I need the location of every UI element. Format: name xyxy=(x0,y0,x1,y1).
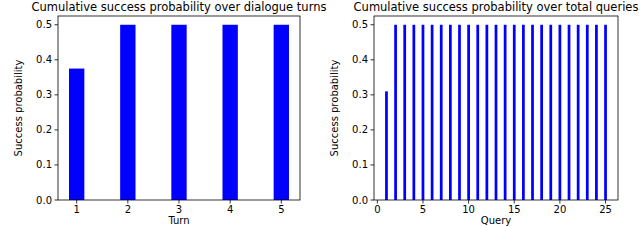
x-tick xyxy=(605,200,606,204)
bar xyxy=(568,25,571,200)
x-tick xyxy=(514,200,515,204)
bar xyxy=(412,25,415,200)
y-tick xyxy=(55,200,59,201)
y-tick-label: 0.2 xyxy=(352,124,368,135)
x-tick xyxy=(230,200,231,204)
x-tick-label: 3 xyxy=(176,204,182,215)
x-tick xyxy=(468,200,469,204)
bar xyxy=(385,91,388,200)
bar xyxy=(595,25,598,200)
x-axis-label: Query xyxy=(481,215,511,226)
frame xyxy=(374,16,618,200)
x-tick xyxy=(127,200,128,204)
bar xyxy=(540,25,543,200)
y-tick-label: 0.4 xyxy=(36,54,52,65)
chart: 0.0 0.1 0.2 0.3 0.4 0.5 0 5 10 15 20 25 Cumulative s… xyxy=(329,0,638,226)
x-tick xyxy=(76,200,77,204)
y-tick-label: 0.3 xyxy=(36,89,52,100)
bar xyxy=(449,25,452,200)
y-tick xyxy=(55,24,59,25)
y-tick-label: 0.1 xyxy=(352,159,368,170)
x-tick-label: 20 xyxy=(554,204,567,215)
bar xyxy=(440,25,443,200)
x-tick-label: 1 xyxy=(73,204,79,215)
x-tick xyxy=(281,200,282,204)
x-tick xyxy=(377,200,378,204)
bar xyxy=(513,25,516,200)
x-axis-label: Turn xyxy=(167,215,189,226)
bar xyxy=(394,25,397,200)
bar xyxy=(467,25,470,200)
y-tick xyxy=(371,200,375,201)
y-tick xyxy=(55,59,59,60)
x-tick-label: 15 xyxy=(508,204,521,215)
y-tick xyxy=(371,129,375,130)
frame xyxy=(58,16,300,200)
x-tick-label: 2 xyxy=(125,204,131,215)
bar xyxy=(222,25,237,200)
title: Cumulative success probability over dial… xyxy=(32,0,327,14)
y-tick-label: 0.0 xyxy=(36,195,52,206)
bar xyxy=(69,69,84,200)
figure: 0.0 0.1 0.2 0.3 0.4 0.5 1 2 3 4 5 Cumulative succes… xyxy=(0,0,640,226)
y-tick xyxy=(371,59,375,60)
y-tick-label: 0.4 xyxy=(352,54,368,65)
y-tick-label: 0.0 xyxy=(352,195,368,206)
bar xyxy=(431,25,434,200)
y-tick xyxy=(371,94,375,95)
title: Cumulative success probability over tota… xyxy=(354,0,639,14)
bar xyxy=(504,25,507,200)
bars xyxy=(385,25,607,200)
y-tick xyxy=(371,24,375,25)
bar xyxy=(403,25,406,200)
bar xyxy=(522,25,525,200)
bar xyxy=(549,25,552,200)
y-tick xyxy=(55,129,59,130)
y-axis-label: Success probability xyxy=(329,60,340,157)
x-tick-label: 4 xyxy=(227,204,233,215)
chart: 0.0 0.1 0.2 0.3 0.4 0.5 1 2 3 4 5 Cumulative succes… xyxy=(13,0,326,226)
y-tick-label: 0.5 xyxy=(352,19,368,30)
y-axis-label: Success probability xyxy=(13,60,24,157)
bar xyxy=(274,25,289,200)
bar xyxy=(120,25,135,200)
x-tick xyxy=(422,200,423,204)
x-tick-label: 5 xyxy=(420,204,426,215)
bar xyxy=(171,25,186,200)
x-tick-label: 5 xyxy=(278,204,284,215)
bar xyxy=(577,25,580,200)
bar xyxy=(422,25,425,200)
bar xyxy=(458,25,461,200)
bar xyxy=(486,25,489,200)
bar xyxy=(559,25,562,200)
bar xyxy=(586,25,589,200)
x-tick xyxy=(559,200,560,204)
bar xyxy=(476,25,479,200)
y-tick-label: 0.3 xyxy=(352,89,368,100)
y-tick xyxy=(55,164,59,165)
x-tick xyxy=(179,200,180,204)
y-tick-label: 0.5 xyxy=(36,19,52,30)
x-tick-label: 10 xyxy=(462,204,475,215)
y-tick xyxy=(55,94,59,95)
x-tick-label: 25 xyxy=(599,204,612,215)
bars xyxy=(69,25,289,200)
y-tick-label: 0.2 xyxy=(36,124,52,135)
bar xyxy=(531,25,534,200)
bar xyxy=(604,25,607,200)
y-tick xyxy=(371,164,375,165)
x-tick-label: 0 xyxy=(374,204,380,215)
bar xyxy=(495,25,498,200)
y-tick-label: 0.1 xyxy=(36,159,52,170)
